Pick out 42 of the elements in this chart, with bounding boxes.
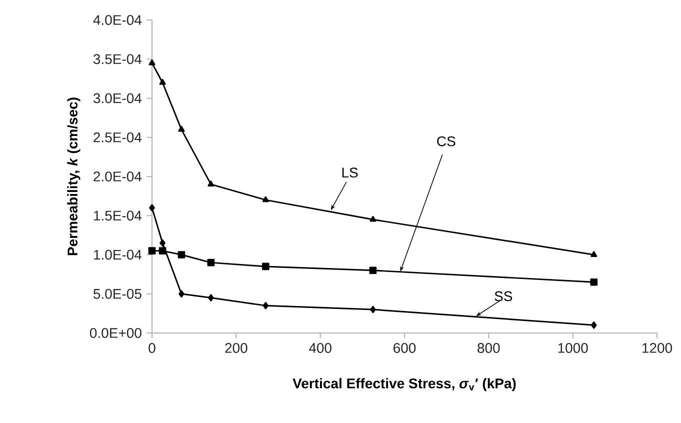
point (149, 204, 155, 212)
point (208, 180, 214, 187)
y-tick-label: 3.0E-04 (93, 93, 142, 104)
point (158, 247, 166, 254)
y-tick-label: 4.0E-04 (93, 15, 142, 25)
x-tick-label: 1200 (642, 343, 672, 353)
y-tick-label: 3.5E-04 (93, 54, 142, 64)
point (590, 321, 597, 329)
y-tick-label: 1.5E-04 (94, 210, 142, 221)
y-tick-label: 2.0E-04 (94, 172, 142, 182)
point (207, 258, 215, 266)
y-tick-label: 5.0E-05 (93, 288, 142, 299)
x-tick-label: 1000 (558, 343, 588, 353)
point (178, 126, 185, 132)
point (148, 59, 156, 66)
point (159, 78, 166, 85)
x-tick-label: 0 (148, 343, 156, 353)
point (369, 266, 377, 274)
x-tick-label: 600 (394, 343, 416, 353)
y-tick-label: 2.5E-04 (94, 132, 142, 142)
point (208, 294, 214, 302)
y-tick-label: 0.0E+00 (90, 328, 142, 338)
text: LS (342, 168, 358, 178)
point (160, 239, 166, 247)
point (262, 196, 269, 202)
point (148, 247, 156, 254)
point (590, 251, 598, 257)
y-tick-label: 1.0E-04 (94, 250, 142, 260)
point (370, 306, 376, 314)
series-label: SS (494, 291, 512, 302)
point (370, 216, 376, 222)
point (590, 278, 598, 286)
point (178, 290, 184, 298)
x-axis-title: Vertical Effective Stress, σ$_{v}$′ (kPa) (292, 378, 516, 392)
point (262, 262, 270, 270)
y-axis-title: Permeability, k (cm/sec) (67, 98, 80, 256)
point (178, 251, 186, 258)
x-tick-label: 200 (225, 343, 248, 353)
text: CS (437, 136, 456, 146)
point (262, 302, 269, 310)
x-tick-label: 800 (478, 343, 500, 353)
x-tick-label: 400 (308, 343, 332, 353)
